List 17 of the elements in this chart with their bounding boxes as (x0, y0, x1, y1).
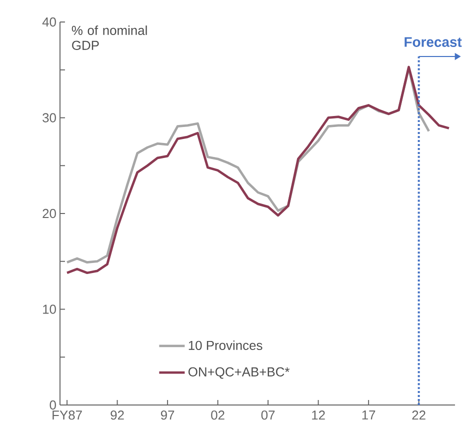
x-tick-label: 97 (160, 410, 174, 420)
x-tick-label: 02 (211, 410, 224, 420)
y-tick-label: 40 (42, 17, 56, 27)
legend-label: ON+QC+AB+BC* (188, 367, 290, 379)
y-tick-label: 0 (50, 400, 56, 410)
ref-line-label: Forecast (404, 37, 462, 47)
x-tick-label: FY87 (52, 410, 82, 420)
y-axis-title: % of nominal GDP (72, 26, 147, 50)
y-tick-label: 20 (42, 208, 56, 218)
x-tick-label: 07 (261, 410, 275, 420)
x-tick-label: 12 (312, 410, 325, 420)
x-tick-label: 22 (412, 410, 426, 420)
y-tick-label: 10 (43, 304, 56, 314)
legend-label: 10 Provinces (188, 340, 262, 350)
x-tick-label: 17 (362, 410, 376, 420)
x-tick-label: 92 (110, 410, 124, 420)
y-tick-label: 30 (42, 113, 56, 122)
